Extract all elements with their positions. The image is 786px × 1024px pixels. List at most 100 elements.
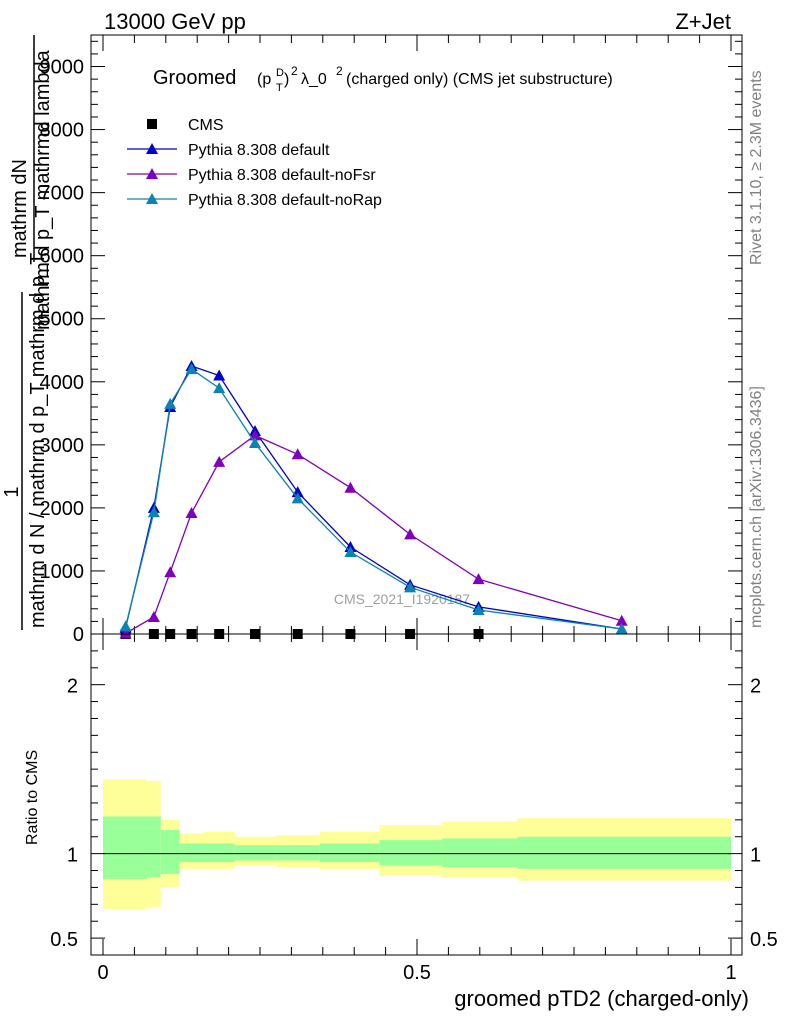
main-y-tick-label: 8000: [40, 120, 85, 142]
svg-text:Groomed: Groomed: [153, 67, 236, 89]
ratio-x-axis: 0 0.5 1: [97, 634, 737, 984]
legend-triangle-marker: [146, 168, 158, 179]
main-x-ticks: [102, 35, 732, 634]
title-sub-t: T: [276, 82, 283, 94]
series-marker: [213, 369, 226, 381]
series-marker: [147, 506, 160, 518]
main-y-tick-label: 0: [73, 624, 84, 646]
ratio-band-green: [160, 829, 180, 874]
svg-text:T: T: [276, 82, 283, 94]
title-lambda: λ_0: [301, 71, 327, 88]
ratio-band-green: [319, 843, 380, 863]
main-y-tick-label: 9000: [40, 57, 85, 79]
ratio-y-tick-label: 2: [67, 676, 78, 698]
legend-triangle-marker: [146, 143, 158, 154]
series-marker: [472, 604, 485, 616]
main-y-tick-label: 5000: [40, 309, 85, 331]
series-marker: [615, 622, 628, 634]
header-left-label: 13000 GeV pp: [104, 9, 246, 34]
main-y-label: mathrm dN mathrm d p_T mathrmd lambda 1 …: [1, 35, 54, 630]
ratio-x-tick-label: 1: [725, 962, 736, 984]
ratio-band-green: [179, 843, 204, 863]
ylabel-bottom: mathrm d N / mathrm d p_T mathrm d p_T: [27, 253, 49, 628]
ylabel-one: 1: [1, 486, 23, 497]
ratio-band-green: [517, 836, 731, 869]
ratio-y-tick-label: 0.5: [50, 929, 78, 951]
title-sup-d: D: [276, 67, 284, 79]
svg-text:(p: (p: [257, 71, 271, 88]
legend-triangle-marker: [146, 193, 158, 204]
ratio-band-green: [442, 838, 518, 868]
main-y-tick-label: 3000: [40, 435, 85, 457]
series-marker: [248, 436, 261, 448]
legend-label: CMS: [188, 117, 224, 134]
plot-title: Groomed (p D T ) 2 λ_0 2 (charged only) …: [153, 64, 613, 94]
ratio-y-tick-label-right: 1: [750, 845, 761, 867]
ratio-y-tick-label-right: 0.5: [750, 929, 778, 951]
legend-cms-marker: [147, 119, 157, 129]
ratio-band-green: [275, 845, 320, 861]
main-y-tick-label: 6000: [40, 246, 85, 268]
legend: CMS Pythia 8.308 default Pythia 8.308 defa…: [127, 117, 382, 209]
series-marker: [291, 448, 304, 460]
series-marker: [404, 528, 417, 540]
ratio-plot-panel: 0.5 0.51 12 2 0 0.5 1 Ratio to CMS groomed pT…: [24, 633, 778, 1011]
series-marker: [147, 610, 160, 622]
series-marker: [164, 397, 177, 409]
series-marker: [185, 506, 198, 518]
series-marker: [164, 566, 177, 578]
watermark-label: CMS_2021_I1920187: [334, 591, 470, 607]
main-y-tick-label: 2000: [40, 498, 85, 520]
ylabel-top-line2: mathrm d p_T mathrmd lambda: [32, 49, 54, 330]
ratio-y-tick-label-right: 2: [750, 676, 761, 698]
ylabel-top-line1: mathrm dN: [9, 159, 31, 258]
svg-text:(charged only) (CMS jet substr: (charged only) (CMS jet substructure): [346, 71, 613, 88]
series-marker: [213, 382, 226, 394]
ratio-y-label: Ratio to CMS: [24, 750, 41, 845]
series-marker: [344, 546, 357, 558]
legend-label: Pythia 8.308 default-noRap: [188, 192, 382, 209]
ratio-y-axis: 0.5 0.5 1 1 2 2: [50, 650, 778, 951]
header-right-label: Z+Jet: [675, 9, 731, 34]
series-marker: [472, 573, 485, 585]
main-plot-panel: 0 1000 2000 3000 4000 5000 6000 7000 8000 9000 CM…: [40, 34, 743, 646]
title-rest: (charged only) (CMS jet substructure): [346, 71, 613, 88]
legend-label: Pythia 8.308 default-noFsr: [188, 167, 376, 184]
title-sup-2: 2: [291, 64, 298, 78]
title-paren-close: ): [284, 71, 289, 88]
series-marker: [291, 492, 304, 504]
series-marker: [404, 581, 417, 593]
series-marker: [119, 620, 132, 632]
ratio-band-green: [234, 845, 276, 861]
svg-text:D: D: [276, 67, 284, 79]
ratio-x-tick-label: 0: [97, 962, 108, 984]
svg-text:): ): [284, 71, 289, 88]
ratio-band-green: [146, 816, 161, 878]
main-y-tick-label: 7000: [40, 183, 85, 205]
svg-text:2: 2: [336, 64, 343, 78]
mcplots-label: mcplots.cern.ch [arXiv:1306.3436]: [748, 386, 765, 628]
ratio-bands-group: [103, 779, 731, 910]
main-y-axis: 0 1000 2000 3000 4000 5000 6000 7000 8000 9000: [40, 40, 742, 646]
series-marker: [344, 481, 357, 493]
main-y-tick-label: 4000: [40, 372, 85, 394]
series-marker: [119, 627, 132, 639]
title-main: Groomed: [153, 67, 236, 89]
ratio-x-tick-label: 0.5: [403, 962, 431, 984]
ratio-band-green: [379, 840, 443, 866]
ratio-plot-frame: [90, 633, 743, 956]
title-paren-p: (p: [257, 71, 271, 88]
main-y-tick-label: 1000: [40, 561, 85, 583]
series-line: [124, 368, 622, 630]
series-marker: [185, 363, 198, 375]
ratio-band-green: [103, 816, 147, 879]
x-axis-label: groomed pTD2 (charged-only): [454, 986, 749, 1011]
series-marker: [213, 455, 226, 467]
title-sup-2b: 2: [336, 64, 343, 78]
ratio-y-tick-label: 1: [67, 845, 78, 867]
svg-text:2: 2: [291, 64, 298, 78]
rivet-version-label: Rivet 3.1.10, ≥ 2.3M events: [748, 70, 765, 265]
legend-label: Pythia 8.308 default: [188, 142, 330, 159]
svg-text:λ_0: λ_0: [301, 71, 327, 88]
